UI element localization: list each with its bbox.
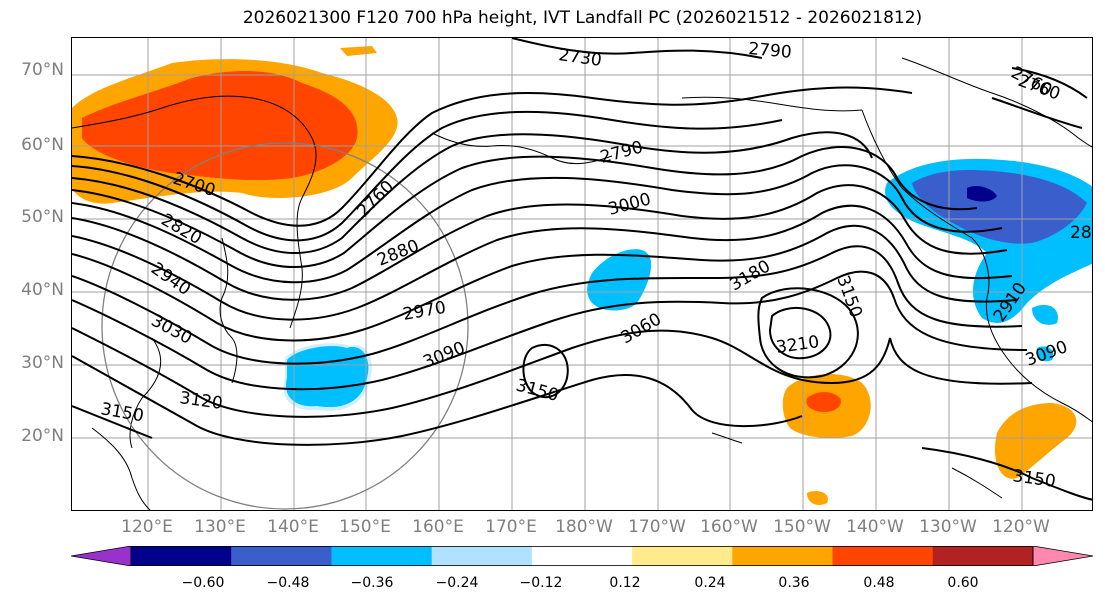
colorbar-tick: −0.24 xyxy=(435,575,479,591)
colorbar-cell xyxy=(131,546,232,566)
colorbar-tick: 0.36 xyxy=(778,575,810,591)
graticule xyxy=(72,38,1092,510)
lat-label-20n: 20°N xyxy=(21,426,64,446)
contour-label: 2970 xyxy=(401,298,447,325)
contour-label: 3210 xyxy=(775,332,821,358)
map-panel: 2730 2790 2760 2700 2790 3000 2760 2820 … xyxy=(71,37,1093,511)
colorbar-outline xyxy=(130,546,1034,566)
contour-label: 2790 xyxy=(748,39,793,63)
colorbar-tick: −0.36 xyxy=(350,575,394,591)
colorbar-cell xyxy=(331,546,433,566)
ivt-region-socal-orange xyxy=(994,403,1077,479)
colorbar-tick: 0.24 xyxy=(694,575,726,591)
contour-label: 3150 xyxy=(1011,466,1057,492)
lon-label-140e: 140°E xyxy=(267,517,319,537)
ivt-region-okhotsk-red xyxy=(82,71,358,181)
colorbar-cell xyxy=(231,546,332,566)
contour-label: 3000 xyxy=(606,189,653,220)
lon-label-170e: 170°E xyxy=(485,517,537,537)
colorbar-cells xyxy=(71,546,1093,566)
colorbar-cell xyxy=(832,546,934,566)
colorbar-cell xyxy=(431,546,533,566)
contour-label: 3120 xyxy=(178,388,224,414)
map-canvas: 2730 2790 2760 2700 2790 3000 2760 2820 … xyxy=(72,38,1093,510)
lat-label-70n: 70°N xyxy=(21,60,64,80)
colorbar-tick: −0.12 xyxy=(519,575,563,591)
contour-label: 3180 xyxy=(727,256,774,295)
lat-label-60n: 60°N xyxy=(21,135,64,155)
contour-label: 2880 xyxy=(374,236,422,271)
contour-label: 3090 xyxy=(420,338,468,373)
lon-label-180w: 180°W xyxy=(555,517,613,537)
contour-label: 3090 xyxy=(1023,337,1070,371)
ivt-shading xyxy=(72,46,1092,505)
lon-label-160e: 160°E xyxy=(412,517,464,537)
lon-label-170w: 170°W xyxy=(628,517,686,537)
range-ring xyxy=(101,142,469,510)
lat-label-50n: 50°N xyxy=(21,207,64,227)
contour-label: 3150 xyxy=(514,376,561,407)
colorbar-cell xyxy=(632,546,733,566)
lon-label-120e: 120°E xyxy=(121,517,173,537)
height-contours xyxy=(72,38,1092,501)
lat-label-30n: 30°N xyxy=(21,353,64,373)
map-title: 2026021300 F120 700 hPa height, IVT Land… xyxy=(242,8,923,28)
colorbar-tick: −0.60 xyxy=(181,575,225,591)
colorbar-extend-low xyxy=(71,546,132,566)
ivt-region-okhotsk-small xyxy=(340,46,377,56)
colorbar-cell xyxy=(932,546,1034,566)
contour-label: 2730 xyxy=(557,45,603,71)
lon-label-140w: 140°W xyxy=(846,517,904,537)
colorbar-tick: 0.60 xyxy=(947,575,979,591)
colorbar-extend-high xyxy=(1032,546,1093,566)
ivt-region-goa-navy xyxy=(967,185,997,202)
lon-label-130e: 130°E xyxy=(194,517,246,537)
lon-label-150e: 150°E xyxy=(339,517,391,537)
lon-label-160w: 160°W xyxy=(700,517,758,537)
coastlines xyxy=(72,57,1092,510)
lat-label-40n: 40°N xyxy=(21,280,64,300)
contour-label: 2940 xyxy=(147,259,194,300)
contour-label: 3150 xyxy=(832,273,866,320)
colorbar xyxy=(71,546,1093,566)
colorbar-tick: −0.48 xyxy=(266,575,310,591)
lon-label-130w: 130°W xyxy=(919,517,977,537)
colorbar-cell xyxy=(732,546,834,566)
ivt-region-goa-dark xyxy=(912,170,1087,244)
colorbar-tick: 0.12 xyxy=(609,575,641,591)
contour-label: 2850 xyxy=(1070,223,1093,243)
ivt-region-subtrop-red xyxy=(806,392,841,413)
lon-label-150w: 150°W xyxy=(773,517,831,537)
colorbar-tick: 0.48 xyxy=(863,575,895,591)
colorbar-cell xyxy=(531,546,633,566)
lon-label-120w: 120°W xyxy=(992,517,1050,537)
